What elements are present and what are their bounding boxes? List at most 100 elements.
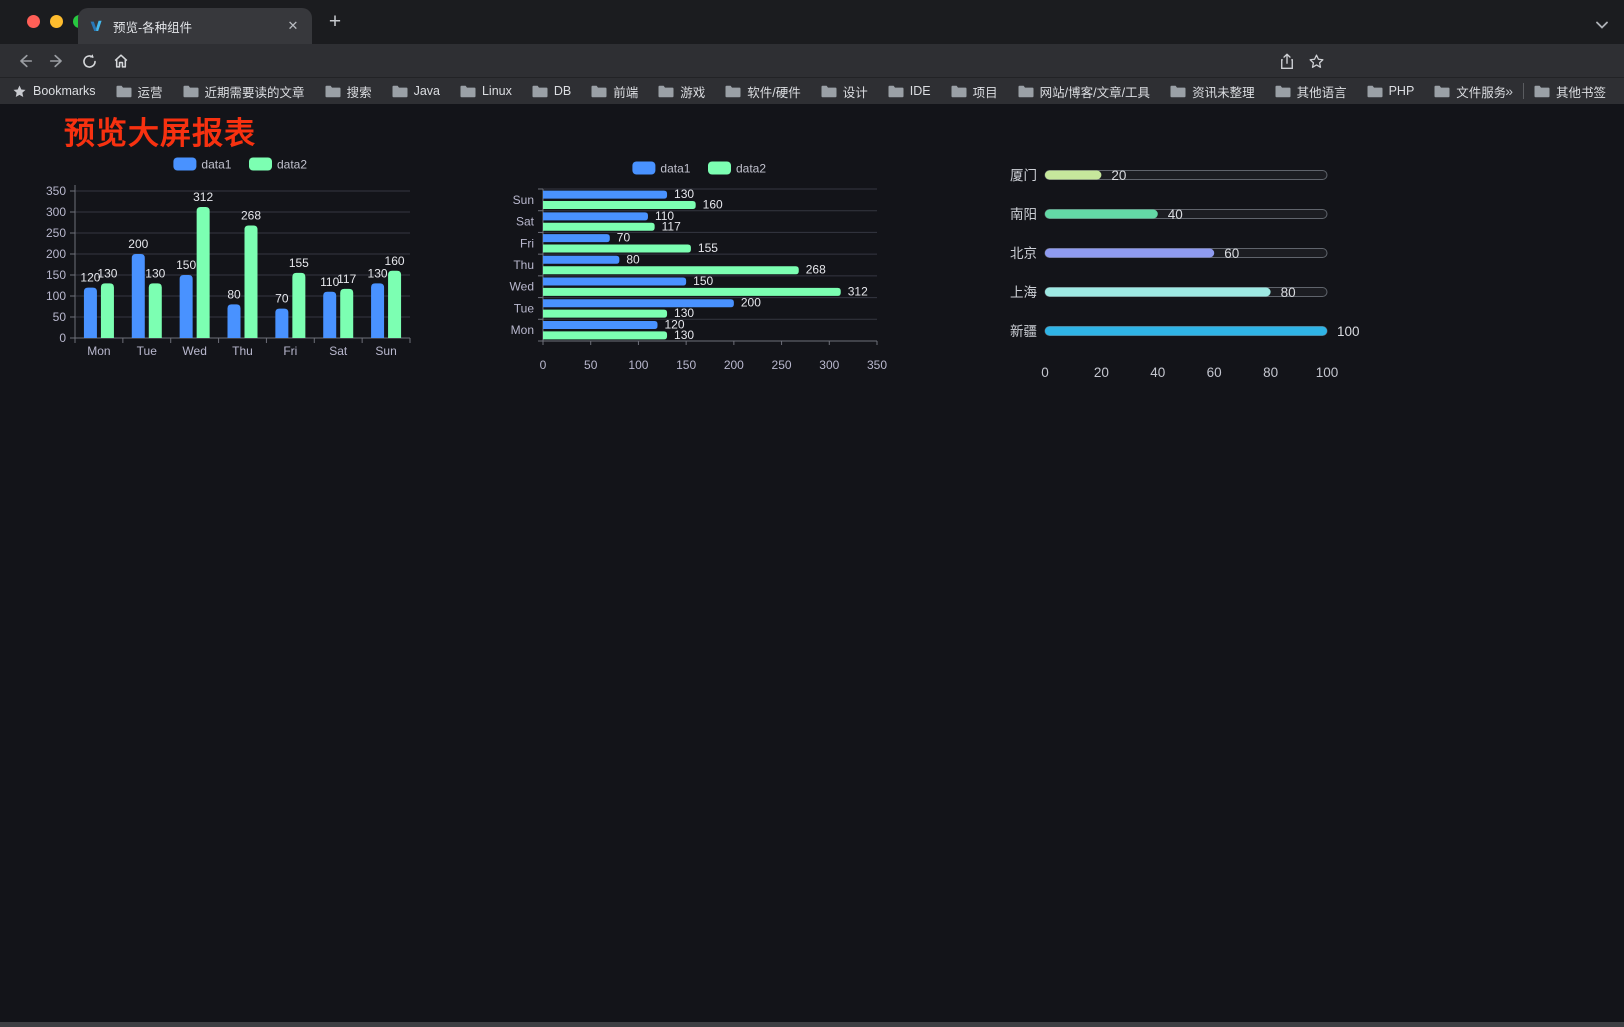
bookmark-folder[interactable]: 软件/硬件 bbox=[725, 82, 801, 101]
bookmark-folder[interactable]: 项目 bbox=[951, 82, 998, 101]
svg-text:Mon: Mon bbox=[511, 323, 534, 337]
browser-tab[interactable]: 预览-各种组件 ✕ bbox=[78, 8, 312, 44]
svg-text:Sat: Sat bbox=[516, 215, 535, 229]
svg-text:data1: data1 bbox=[201, 157, 231, 171]
share-button[interactable] bbox=[1274, 48, 1300, 74]
bookmark-folder[interactable]: 前端 bbox=[591, 82, 638, 101]
svg-text:110: 110 bbox=[655, 209, 674, 223]
svg-text:350: 350 bbox=[867, 358, 887, 371]
legend-item-data1[interactable]: data1 bbox=[173, 157, 232, 171]
bookmark-folder[interactable]: PHP bbox=[1367, 84, 1415, 98]
minimize-window-button[interactable] bbox=[50, 15, 63, 28]
chart-line-gradient[interactable] bbox=[500, 399, 875, 614]
bookmark-folder[interactable]: 资讯未整理 bbox=[1170, 82, 1255, 101]
svg-text:Tue: Tue bbox=[137, 344, 158, 358]
bookmark-folder-label: 其他语言 bbox=[1296, 85, 1347, 100]
svg-text:Fri: Fri bbox=[520, 236, 534, 250]
svg-text:250: 250 bbox=[772, 358, 792, 371]
chart-rose-donut[interactable] bbox=[545, 639, 935, 891]
reload-button[interactable] bbox=[76, 48, 102, 74]
chart-line-dual[interactable] bbox=[40, 426, 420, 640]
bookmark-folder[interactable]: 游戏 bbox=[658, 82, 705, 101]
svg-text:150: 150 bbox=[46, 268, 66, 282]
bookmark-folder[interactable]: 近期需要读的文章 bbox=[183, 82, 305, 101]
svg-text:350: 350 bbox=[46, 184, 66, 198]
svg-text:268: 268 bbox=[241, 208, 261, 222]
chart-city-progress[interactable]: 厦门 20 南阳 40 北京 60 上海 80 新疆 100 0 20 40 60 80 100 bbox=[990, 161, 1375, 391]
folder-icon bbox=[116, 85, 132, 97]
svg-text:Thu: Thu bbox=[232, 344, 253, 358]
bookmark-folder-label: DB bbox=[553, 84, 572, 98]
bookmark-star-button[interactable] bbox=[1303, 48, 1329, 74]
legend-item-data2[interactable]: data2 bbox=[708, 161, 766, 175]
bookmark-folder-label: PHP bbox=[1388, 84, 1415, 98]
bookmark-folder[interactable]: 网站/博客/文章/工具 bbox=[1018, 82, 1150, 101]
svg-text:新疆: 新疆 bbox=[1010, 324, 1037, 339]
svg-text:70: 70 bbox=[617, 231, 631, 245]
bookmark-folder-label: 前端 bbox=[613, 85, 639, 100]
chart-gauge[interactable] bbox=[1055, 652, 1260, 857]
bookmark-folder[interactable]: Linux bbox=[460, 84, 512, 98]
close-window-button[interactable] bbox=[27, 15, 40, 28]
folder-icon bbox=[460, 85, 476, 97]
svg-text:70: 70 bbox=[275, 292, 289, 306]
tab-title: 预览-各种组件 bbox=[113, 20, 193, 35]
bookmarks-folders: 运营 近期需要读的文章 搜索 Java Linux DB 前端 游戏 软件/硬件 设计 IDE 项目 网… bbox=[116, 82, 1505, 101]
bookmark-folder[interactable]: DB bbox=[532, 84, 571, 98]
folder-icon bbox=[725, 85, 741, 97]
bookmark-folder[interactable]: 文件服务器 bbox=[1434, 82, 1505, 101]
forward-button[interactable] bbox=[44, 48, 70, 74]
chart-area-single[interactable] bbox=[965, 389, 1355, 603]
bookmark-folder[interactable]: 运营 bbox=[116, 82, 163, 101]
bookmark-folder[interactable]: Java bbox=[392, 84, 440, 98]
bookmark-folder[interactable]: IDE bbox=[888, 84, 931, 98]
bookmark-folder[interactable]: 其他语言 bbox=[1275, 82, 1347, 101]
svg-text:155: 155 bbox=[698, 241, 718, 255]
svg-text:130: 130 bbox=[368, 266, 388, 280]
legend-item-data1[interactable]: data1 bbox=[632, 161, 691, 175]
svg-text:20: 20 bbox=[1094, 365, 1109, 380]
folder-icon bbox=[888, 85, 904, 97]
bookmarks-separator bbox=[1522, 83, 1524, 99]
legend-item-data2[interactable]: data2 bbox=[249, 157, 307, 171]
svg-text:200: 200 bbox=[741, 296, 761, 310]
svg-text:130: 130 bbox=[674, 187, 694, 201]
new-tab-button[interactable]: + bbox=[328, 10, 342, 33]
folder-icon bbox=[591, 85, 607, 97]
folder-icon bbox=[183, 85, 199, 97]
bookmark-folder[interactable]: 搜索 bbox=[325, 82, 372, 101]
bookmark-folder-label: 项目 bbox=[972, 85, 998, 100]
svg-text:data2: data2 bbox=[736, 161, 766, 175]
folder-icon bbox=[532, 85, 548, 97]
tab-close-icon[interactable]: ✕ bbox=[287, 18, 299, 33]
svg-text:Wed: Wed bbox=[182, 344, 206, 358]
folder-icon bbox=[1367, 85, 1383, 97]
bookmark-folder-label: 网站/博客/文章/工具 bbox=[1039, 85, 1151, 100]
chart-bar-grouped[interactable]: data1 data2 0 50 100 150 200 250 300 350 Mon Tue Wed… bbox=[40, 141, 440, 371]
bookmarks-overflow-button[interactable]: » bbox=[1505, 83, 1513, 99]
tab-strip: 预览-各种组件 ✕ + bbox=[0, 0, 1624, 44]
bookmarks-bar: Bookmarks 运营 近期需要读的文章 搜索 Java Linux DB 前端 游戏 软件/… bbox=[0, 77, 1624, 104]
chart-area-dual[interactable] bbox=[100, 679, 480, 893]
other-bookmarks-folder[interactable]: 其他书签 bbox=[1534, 82, 1606, 101]
home-button[interactable] bbox=[108, 48, 134, 74]
bookmark-folder-label: 运营 bbox=[137, 85, 163, 100]
svg-text:40: 40 bbox=[1168, 207, 1183, 222]
browser-toolbar: 127.0.0.1:3000/#/chart/preview/9 9 bbox=[0, 44, 1624, 119]
bookmark-folder-label: IDE bbox=[909, 84, 931, 98]
svg-text:200: 200 bbox=[46, 247, 66, 261]
bookmark-folder[interactable]: 设计 bbox=[821, 82, 868, 101]
svg-text:60: 60 bbox=[1207, 365, 1222, 380]
svg-text:160: 160 bbox=[385, 254, 405, 268]
svg-text:120: 120 bbox=[665, 317, 685, 331]
folder-icon bbox=[951, 85, 967, 97]
folder-icon bbox=[1534, 85, 1550, 97]
svg-text:117: 117 bbox=[662, 219, 681, 233]
svg-text:北京: 北京 bbox=[1010, 246, 1037, 261]
back-button[interactable] bbox=[12, 48, 38, 74]
other-bookmarks-label: 其他书签 bbox=[1555, 85, 1606, 100]
horizontal-scrollbar[interactable] bbox=[0, 1022, 1624, 1027]
bookmarks-manager[interactable]: Bookmarks bbox=[12, 84, 96, 99]
tab-search-chevron-icon[interactable] bbox=[1596, 16, 1608, 34]
chart-bar-horizontal[interactable]: data1 data2 0 50 100 150 200 250 300 350 Sun 130 160… bbox=[505, 156, 890, 371]
